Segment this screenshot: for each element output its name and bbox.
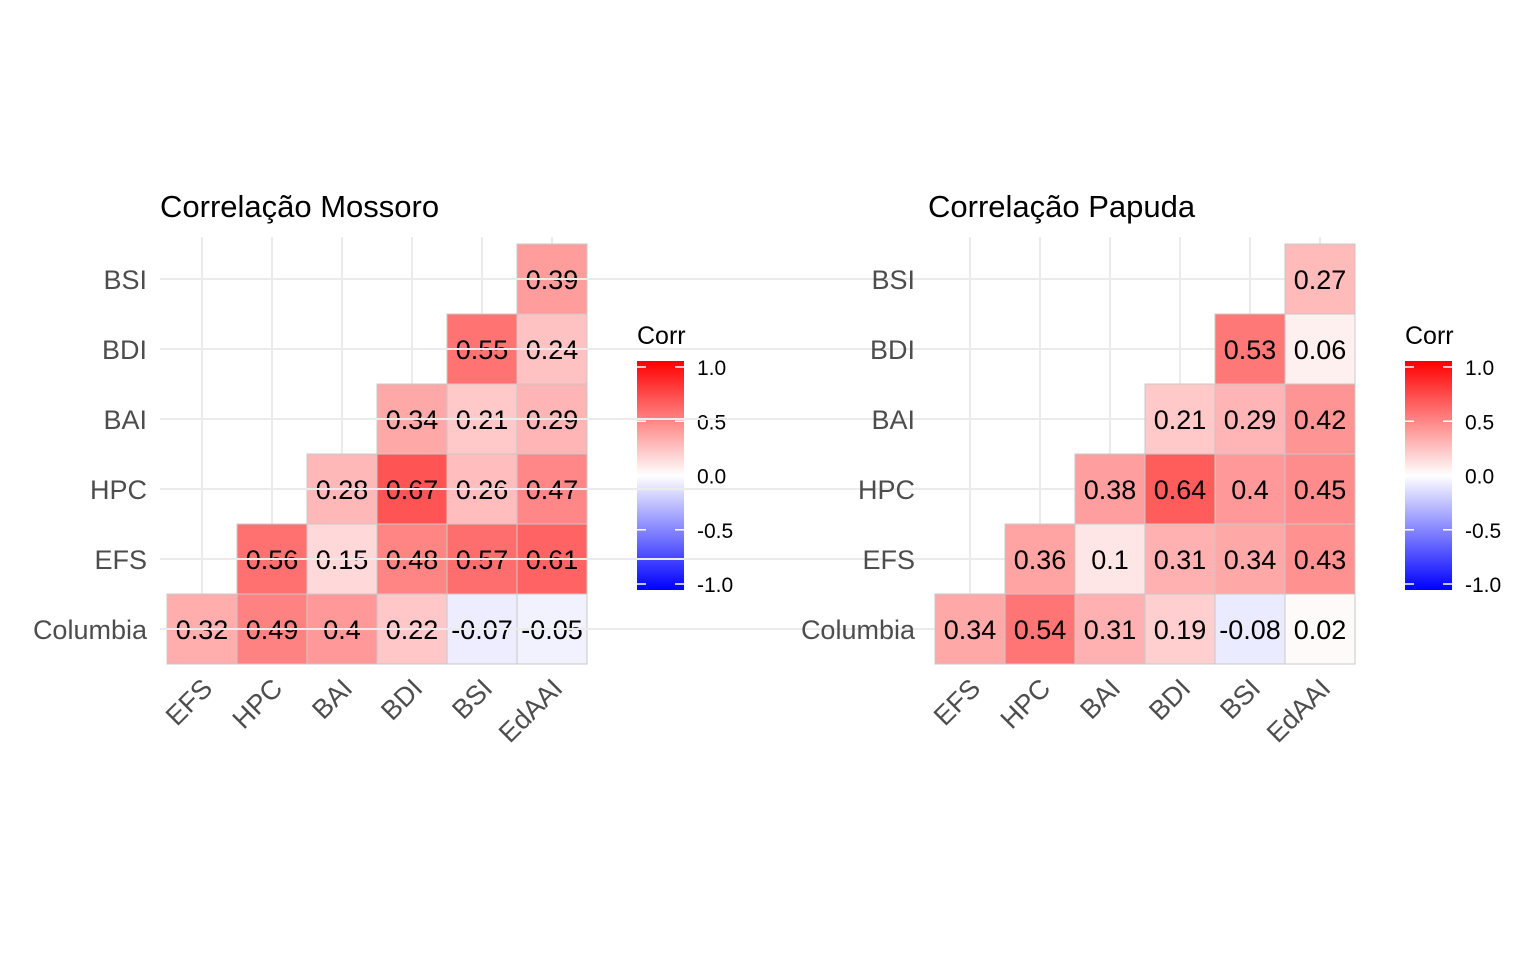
y-tick-label: BDI (102, 335, 147, 365)
x-tick-label: BSI (1214, 673, 1266, 725)
cell-value-label: 0.54 (1014, 615, 1067, 645)
x-tick-label: BSI (446, 673, 498, 725)
legend: Corr 1.0 0.5 0.0 -0.5 -1.0 (1405, 322, 1501, 597)
heatmap-cell (1284, 523, 1356, 595)
legend-tick-label: -1.0 (1465, 574, 1501, 597)
cell-value-label: 0.1 (1091, 545, 1129, 575)
x-tick-label: HPC (995, 673, 1057, 735)
cell-value-label: 0.42 (1294, 405, 1347, 435)
x-tick-label: EdAAI (493, 673, 568, 748)
heatmap-cell (1284, 243, 1356, 315)
cell-value-label: 0.36 (1014, 545, 1067, 575)
x-tick-label: BAI (306, 673, 358, 725)
y-tick-label: EFS (862, 545, 915, 575)
legend-tick-label: 0.0 (1465, 466, 1494, 489)
x-tick-label: EFS (928, 673, 986, 731)
legend: Corr 1.0 0.5 0.0 -0.5 -1.0 (637, 322, 733, 597)
x-tick-label: BAI (1074, 673, 1126, 725)
heatmap-cell (1284, 453, 1356, 525)
y-tick-label: Columbia (801, 615, 916, 645)
cell-value-label: 0.34 (944, 615, 997, 645)
chart-title: Correlação Mossoro (160, 189, 439, 224)
cell-value-label: 0.29 (1224, 405, 1277, 435)
chart-title: Correlação Papuda (928, 189, 1196, 224)
legend-tick-label: 0.5 (1465, 411, 1494, 434)
cell-value-label: 0.06 (1294, 335, 1347, 365)
x-tick-label: BDI (1143, 673, 1196, 726)
y-tick-label: BAI (103, 405, 147, 435)
heatmap-cell (1004, 523, 1076, 595)
y-tick-label: Columbia (33, 615, 148, 645)
legend-tick-label: -0.5 (1465, 520, 1501, 543)
cell-value-label: 0.4 (1231, 475, 1269, 505)
x-tick-label: EdAAI (1261, 673, 1336, 748)
x-tick-label: HPC (227, 673, 289, 735)
x-tick-label: EFS (160, 673, 218, 731)
heatmap-cell (1214, 523, 1286, 595)
cell-value-label: 0.64 (1154, 475, 1207, 505)
legend-title: Corr (637, 322, 686, 350)
heatmap-panel-2: Correlação Papuda 0.34 0.54 0.31 0.19 -0.08 0.… (160, 189, 1501, 748)
legend-tick-label: -1.0 (697, 574, 733, 597)
heatmap-cell (1144, 453, 1216, 525)
cell-value-label: 0.43 (1294, 545, 1347, 575)
cell-value-label: 0.31 (1154, 545, 1207, 575)
y-tick-label: BSI (103, 265, 147, 295)
heatmap-cell (1214, 383, 1286, 455)
cell-value-label: 0.27 (1294, 265, 1347, 295)
legend-tick-label: 1.0 (1465, 357, 1494, 380)
heatmap-cell (1284, 593, 1356, 665)
y-tick-label: HPC (90, 475, 147, 505)
cell-value-label: 0.53 (1224, 335, 1277, 365)
y-tick-label: BSI (871, 265, 915, 295)
legend-tick-label: -0.5 (697, 520, 733, 543)
heatmap-cell (1284, 313, 1356, 385)
legend-tick-label: 0.0 (697, 466, 726, 489)
legend-tick-label: 1.0 (697, 357, 726, 380)
cell-value-label: 0.45 (1294, 475, 1347, 505)
heatmap-cell (1214, 453, 1286, 525)
y-tick-label: BAI (871, 405, 915, 435)
y-tick-label: EFS (94, 545, 147, 575)
heatmap-cell (1074, 593, 1146, 665)
cell-value-label: 0.31 (1084, 615, 1137, 645)
heatmap-cell (1074, 453, 1146, 525)
heatmap-cell (1214, 313, 1286, 385)
x-tick-label: BDI (375, 673, 428, 726)
legend-tick-label: 0.5 (697, 411, 726, 434)
cell-value-label: 0.19 (1154, 615, 1207, 645)
heatmap-cell (1074, 523, 1146, 595)
cell-value-label: 0.02 (1294, 615, 1347, 645)
y-tick-label: HPC (858, 475, 915, 505)
heatmap-cell (1144, 593, 1216, 665)
y-tick-label: BDI (870, 335, 915, 365)
cell-value-label: 0.34 (1224, 545, 1277, 575)
cell-value-label: -0.08 (1219, 615, 1281, 645)
legend-title: Corr (1405, 322, 1454, 350)
cell-value-label: 0.21 (1154, 405, 1207, 435)
cell-value-label: 0.38 (1084, 475, 1137, 505)
